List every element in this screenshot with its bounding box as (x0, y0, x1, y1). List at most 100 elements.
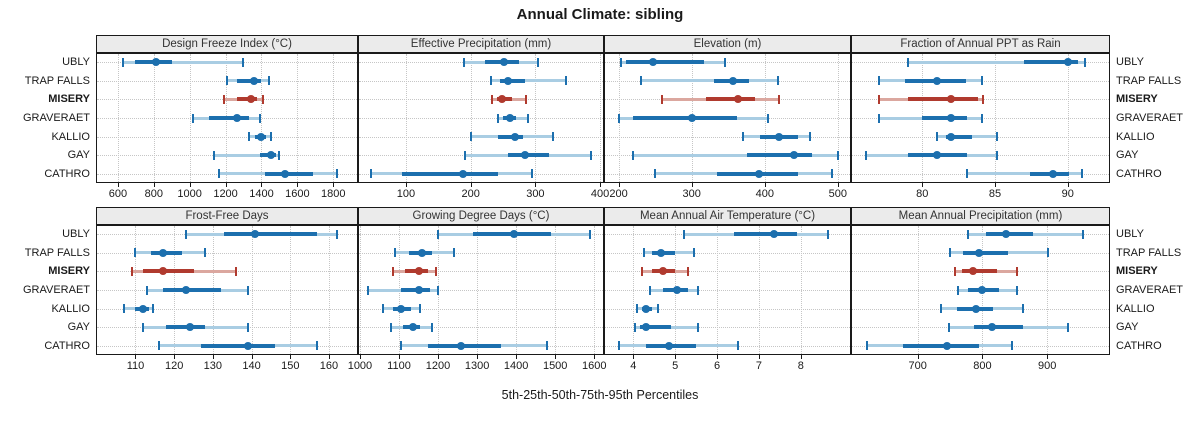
whisker-cap-low (618, 113, 621, 123)
axis-tick-label: 900 (1038, 360, 1057, 372)
whisker-iqr (633, 116, 737, 120)
axis-tick (717, 355, 719, 359)
x-axis-caption: 5th-25th-50th-75th-95th Percentiles (501, 388, 699, 402)
axis-tick-label: 700 (908, 360, 927, 372)
whisker-cap-low (366, 285, 369, 295)
whisker-cap-high (982, 94, 985, 104)
whisker-cap-low (660, 94, 663, 104)
median-dot (414, 267, 423, 276)
axis-tick (1047, 355, 1049, 359)
whisker-cap-low (642, 248, 645, 258)
whisker-cap-high (1021, 304, 1024, 314)
whisker-cap-low (866, 341, 869, 351)
whisker-range (967, 172, 1083, 176)
median-dot (510, 132, 519, 141)
axis-tick (516, 355, 518, 359)
panel-header: Effective Precipitation (mm) (358, 35, 604, 53)
whisker-cap-low (949, 248, 952, 258)
whisker-cap-high (686, 266, 689, 276)
whisker-cap-high (778, 94, 781, 104)
median-dot (656, 248, 665, 257)
whisker-cap-low (640, 266, 643, 276)
whisker-iqr (639, 325, 671, 330)
gridline-horizontal (97, 136, 357, 138)
site-label-left: CATHRO (44, 167, 90, 180)
site-label-right: MISERY (1116, 93, 1158, 106)
median-dot (418, 248, 427, 257)
panel-header: Elevation (m) (604, 35, 851, 53)
whisker-cap-low (954, 266, 957, 276)
whisker-cap-low (437, 229, 440, 239)
site-label-left: TRAP FALLS (24, 246, 90, 259)
gridline-horizontal (605, 271, 850, 273)
whisker-cap-high (316, 341, 319, 351)
median-dot (932, 76, 941, 85)
site-label-right: GRAVERAET (1116, 112, 1184, 124)
site-label-right: UBLY (1116, 56, 1144, 69)
whisker-range (633, 153, 838, 157)
axis-tick-label: 200 (609, 188, 628, 200)
whisker-cap-low (394, 248, 397, 258)
median-dot (658, 267, 667, 276)
median-dot (521, 151, 530, 160)
whisker-cap-high (723, 57, 726, 67)
whisker-cap-high (335, 229, 338, 239)
axis-tick-label: 7 (755, 360, 762, 372)
median-dot (251, 230, 260, 239)
whisker-cap-low (218, 169, 221, 179)
axis-tick (618, 183, 620, 187)
site-label-left: GAY (67, 149, 90, 162)
median-dot (151, 58, 160, 67)
median-dot (139, 304, 148, 313)
whisker-cap-low (632, 150, 635, 160)
axis-tick (917, 355, 919, 359)
median-dot (947, 132, 956, 141)
site-label-right: TRAP FALLS (1116, 74, 1182, 87)
axis-tick (535, 183, 537, 187)
whisker-cap-high (980, 76, 983, 86)
whisker-iqr (974, 325, 1024, 330)
median-dot (267, 151, 276, 160)
whisker-range (213, 153, 280, 157)
whisker-cap-high (258, 113, 261, 123)
whisker-iqr (706, 97, 755, 102)
whisker-iqr (143, 269, 194, 274)
whisker-cap-high (1081, 229, 1084, 239)
gridline-horizontal (605, 62, 850, 64)
whisker-cap-low (390, 322, 393, 332)
site-label-right: GAY (1116, 321, 1139, 334)
whisker-cap-high (697, 322, 700, 332)
axis-tick-label: 800 (973, 360, 992, 372)
whisker-cap-high (546, 341, 549, 351)
median-dot (1063, 58, 1072, 67)
axis-tick-label: 130 (203, 360, 223, 372)
axis-tick-label: 1100 (387, 360, 411, 372)
axis-tick-label: 300 (526, 188, 545, 200)
whisker-cap-high (1047, 248, 1050, 258)
axis-tick (633, 355, 635, 359)
median-dot (414, 286, 423, 294)
whisker-cap-high (431, 322, 434, 332)
median-dot (500, 58, 509, 67)
whisker-cap-high (551, 132, 554, 142)
whisker-cap-high (836, 150, 839, 160)
site-label-left: GAY (67, 321, 90, 334)
panel-header: Fraction of Annual PPT as Rain (851, 35, 1110, 53)
median-dot (664, 341, 673, 350)
median-dot (971, 304, 980, 313)
axis-tick-label: 1300 (464, 360, 490, 372)
axis-tick-label: 100 (396, 188, 416, 200)
axis-tick-label: 4 (630, 360, 637, 372)
axis-tick-label: 1400 (249, 188, 274, 200)
whisker-cap-low (463, 150, 466, 160)
axis-tick (600, 183, 602, 187)
whisker-cap-high (527, 113, 530, 123)
whisker-cap-high (657, 304, 660, 314)
axis-tick (212, 355, 214, 359)
site-label-right: KALLIO (1116, 130, 1155, 143)
whisker-cap-low (877, 94, 880, 104)
axis-tick-label: 1000 (177, 188, 202, 200)
median-dot (185, 323, 194, 332)
site-label-right: CATHRO (1116, 339, 1162, 352)
gridline-horizontal (359, 118, 603, 119)
